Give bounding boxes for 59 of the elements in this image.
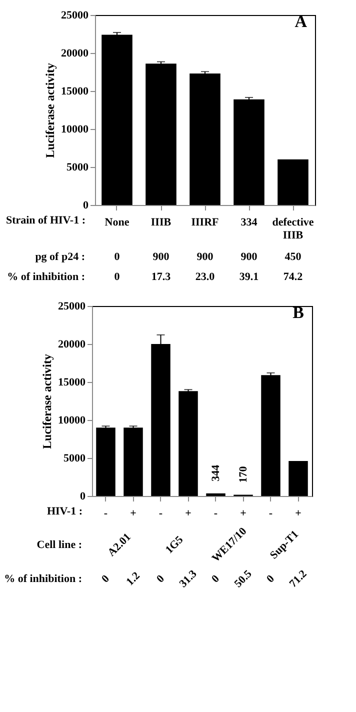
y-axis-title: Luciferase activity <box>43 63 57 158</box>
text: 900 <box>152 251 170 263</box>
bar <box>288 461 308 496</box>
text: 0 <box>100 572 112 586</box>
y-tick-label: 0 <box>80 490 86 502</box>
text: 50.5 <box>232 568 255 590</box>
text: 71.2 <box>287 568 310 590</box>
text: 0 <box>114 271 120 283</box>
text: 74.2 <box>283 271 304 283</box>
y-tick-label: 10000 <box>58 414 86 426</box>
x-tick-label: None <box>104 216 130 228</box>
x-tick-label: + <box>185 508 192 520</box>
text: 39.1 <box>239 271 259 283</box>
y-tick-label: 10000 <box>61 124 89 136</box>
text: Cell line : <box>36 539 82 551</box>
text: 450 <box>284 251 302 263</box>
bar <box>206 493 226 496</box>
text: 23.0 <box>195 271 216 283</box>
y-tick-label: 20000 <box>58 338 86 350</box>
text: 31.3 <box>177 568 200 590</box>
x-tick-label: IIIRF <box>191 216 220 228</box>
text: 0 <box>114 251 120 263</box>
x-tick-label: - <box>268 508 273 520</box>
y-axis-title: Luciferase activity <box>40 354 54 449</box>
y-tick-label: 20000 <box>61 48 89 60</box>
x-axis-title: HIV-1 : <box>46 506 82 518</box>
bar <box>278 159 308 205</box>
y-tick-label: 15000 <box>58 376 86 388</box>
text: 1.2 <box>124 570 143 588</box>
x-tick-label: - <box>214 508 218 520</box>
y-tick-label: 5000 <box>64 452 86 464</box>
y-tick-label: 0 <box>83 200 89 212</box>
x-tick-label: + <box>240 508 246 520</box>
text: 0 <box>154 572 168 586</box>
x-tick-label: + <box>295 508 302 520</box>
x-tick-label: + <box>130 508 136 520</box>
text: 0 <box>264 572 278 586</box>
text: 1G5 <box>163 533 186 556</box>
chart-title: B <box>292 303 304 322</box>
data-label: 344 <box>210 464 222 482</box>
x-axis-title: Strain of HIV-1 : <box>6 214 86 226</box>
text: 900 <box>196 251 214 263</box>
y-tick-label: 15000 <box>61 86 89 98</box>
text: % of inhibition : <box>7 271 85 283</box>
text: 0 <box>210 572 222 586</box>
y-tick-label: 5000 <box>66 162 89 174</box>
y-tick-label: 25000 <box>58 300 86 312</box>
text: 17.3 <box>151 271 172 283</box>
x-tick-label: - <box>158 508 163 520</box>
text: % of inhibition : <box>4 573 82 585</box>
x-tick-label: - <box>104 508 108 520</box>
data-label: 170 <box>237 466 250 483</box>
text: pg of p24 : <box>35 251 85 263</box>
x-tick-label: 334 <box>240 216 258 228</box>
x-tick-label: defective IIIB <box>272 216 314 242</box>
text: 900 <box>240 251 258 263</box>
y-tick-label: 25000 <box>61 10 89 22</box>
x-tick-label: IIIB <box>150 216 172 228</box>
chart-title: A <box>294 12 308 31</box>
